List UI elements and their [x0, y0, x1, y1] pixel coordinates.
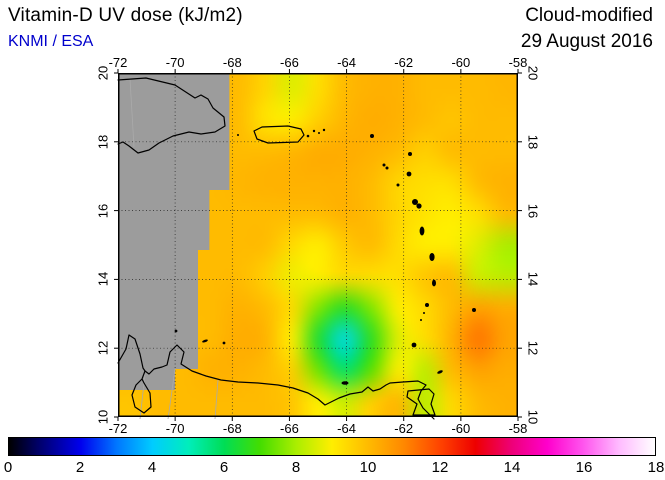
lat-tick-label: 18: [525, 134, 541, 150]
lat-tick-label: 20: [525, 65, 541, 81]
lon-tick-label: -58: [508, 55, 528, 70]
axis-top-longitude-labels: -72 -70 -68 -66 -64 -62 -60 -58: [109, 55, 528, 70]
lat-tick-label: 12: [525, 340, 541, 356]
lon-tick-label: -58: [508, 421, 528, 436]
lon-tick-label: -68: [222, 421, 242, 436]
lon-tick-label: -62: [394, 55, 414, 70]
colorbar-tick-label: 0: [3, 459, 13, 476]
colorbar-tick-label: 14: [503, 459, 521, 476]
lat-tick-label: 10: [525, 409, 541, 425]
lat-tick-label: 12: [95, 340, 111, 356]
lon-tick-label: -70: [165, 55, 185, 70]
lon-tick-label: -62: [394, 421, 414, 436]
colorbar-tick-label: 10: [359, 459, 377, 476]
lat-tick-label: 16: [525, 203, 541, 218]
lon-tick-label: -72: [108, 421, 128, 436]
data-source-label: KNMI / ESA: [8, 33, 94, 50]
lat-tick-label: 18: [95, 134, 111, 150]
coastline-hispaniola: [117, 77, 226, 154]
lat-tick-label: 14: [525, 272, 541, 287]
map-overlay: [114, 69, 522, 421]
lon-tick-label: -72: [108, 55, 128, 70]
lon-tick-label: -66: [280, 55, 299, 70]
lat-tick-label: 10: [95, 409, 111, 425]
no-data-region: [118, 73, 230, 390]
lat-tick-label: 14: [95, 272, 111, 287]
colorbar-tick-label: 18: [647, 459, 665, 476]
colorbar-tick-label: 8: [291, 459, 301, 476]
coastline-south-america: [117, 334, 435, 420]
lon-tick-label: -68: [222, 55, 242, 70]
lon-tick-label: -60: [451, 421, 471, 436]
axis-left-latitude-labels: 10 12 14 16 18 20: [95, 66, 111, 424]
colorbar-tick-label: 2: [75, 459, 85, 476]
lat-tick-label: 20: [95, 65, 111, 81]
coastline-puerto-rico: [253, 125, 305, 144]
island-markers: [174, 128, 476, 385]
colorbar-labels: 0 2 4 6 8 10 12 14 16 18: [4, 459, 665, 476]
colorbar-tick-label: 12: [431, 459, 449, 476]
graticule: [118, 73, 518, 417]
coastlines: [117, 77, 436, 420]
lat-tick-label: 16: [95, 203, 111, 218]
border-lines: [129, 78, 219, 420]
colorbar-tick-label: 6: [219, 459, 229, 476]
mode-label: Cloud-modified: [525, 5, 653, 26]
lon-tick-label: -70: [165, 421, 185, 436]
lon-tick-label: -66: [280, 421, 299, 436]
page-title: Vitamin-D UV dose (kJ/m2): [8, 5, 243, 26]
date-label: 29 August 2016: [520, 31, 653, 52]
lon-tick-label: -64: [337, 421, 356, 436]
map-frame: [118, 73, 518, 417]
axis-right-latitude-labels: 10 12 14 16 18 20: [525, 66, 541, 424]
colorbar-tick-label: 4: [147, 459, 157, 476]
colorbar-tick-label: 16: [575, 459, 593, 476]
axis-bottom-longitude-labels: -72 -70 -68 -66 -64 -62 -60 -58: [109, 421, 528, 436]
coastline-lake-maracaibo: [131, 370, 152, 414]
lon-tick-label: -64: [337, 55, 356, 70]
axis-ticks: [114, 69, 522, 421]
lon-tick-label: -60: [451, 55, 471, 70]
map-plot-area: [114, 69, 522, 421]
colorbar-gradient: [8, 437, 656, 456]
coastline-trinidad: [406, 388, 436, 416]
